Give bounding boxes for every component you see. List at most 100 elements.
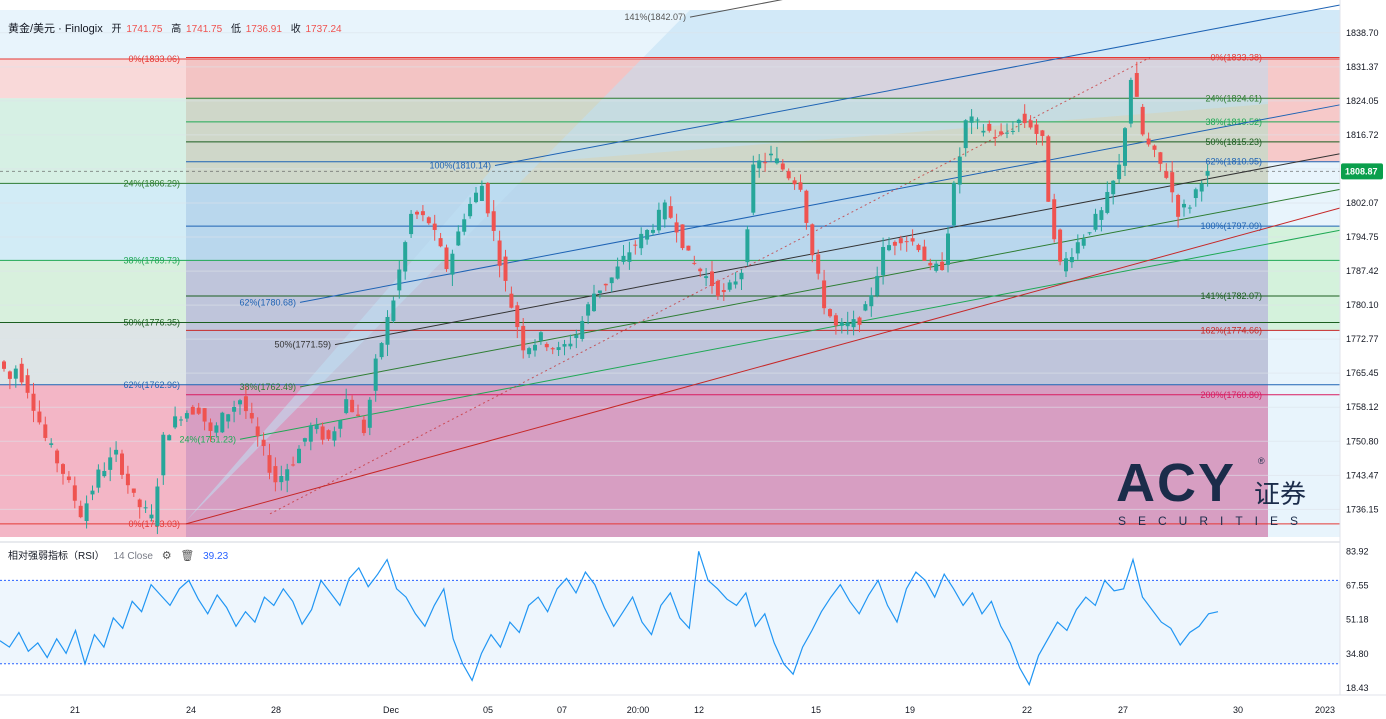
candle-body [863, 304, 868, 311]
candle-body [586, 304, 591, 316]
fib-zone-38 [0, 183, 186, 261]
candle-body [285, 469, 290, 481]
candle-body [320, 426, 325, 440]
fib-zone-62 [0, 322, 186, 385]
candle-body [497, 240, 502, 266]
candle-body [55, 450, 60, 464]
candle-body [957, 156, 962, 185]
fib-label: 50%(1815.23) [1205, 137, 1262, 147]
candle-body [763, 162, 768, 164]
candle-body [580, 320, 585, 339]
candle-body [456, 231, 461, 246]
candle-body [297, 448, 301, 464]
candle-body [839, 322, 844, 326]
candle-body [96, 469, 101, 488]
candle-body [739, 272, 744, 280]
channel-line[interactable] [494, 4, 1341, 166]
candle-body [674, 222, 679, 233]
fib-label: 200%(1760.80) [1200, 390, 1262, 400]
candle-body [179, 419, 183, 421]
candle-body [692, 262, 697, 264]
time-axis-tick: 24 [186, 705, 196, 715]
symbol-name[interactable]: 黄金/美元 · Finlogix [8, 23, 103, 35]
trash-icon[interactable]: 🗑 [180, 550, 195, 562]
candle-body [1199, 183, 1204, 192]
channel-layer[interactable]: 141%(1842.07) 100%(1810.14) 62%(1780.68) 50… [179, 0, 1341, 525]
rsi-line [0, 551, 1219, 687]
candle-body [344, 399, 349, 414]
channel-lower-line[interactable] [185, 207, 1341, 525]
candle-body [373, 358, 378, 391]
fib-label: 38%(1819.52) [1205, 117, 1262, 127]
candle-body [7, 371, 12, 379]
candle-body [1075, 242, 1080, 254]
candle-body [562, 344, 567, 347]
fan-label: 141%(1842.07) [624, 12, 686, 22]
fib-label: 50%(1776.35) [123, 318, 180, 328]
price-axis-tick: 1802.07 [1346, 198, 1379, 208]
candle-body [13, 368, 18, 379]
candle-body [1064, 258, 1068, 272]
price-axis-tick: 1758.12 [1346, 402, 1379, 412]
candle-body [255, 426, 260, 437]
candle-body [361, 419, 366, 434]
rsi-indicator-name[interactable]: 相对强弱指标（RSI） [8, 551, 105, 562]
rsi-legend: 相对强弱指标（RSI） 14 Close ⚙ 🗑 39.23 [8, 547, 228, 562]
candle-body [173, 416, 178, 428]
candle-body [1016, 119, 1021, 124]
candle-body [922, 246, 927, 261]
candle-body [1099, 210, 1104, 220]
time-axis-tick: 30 [1233, 705, 1243, 715]
channel-line[interactable] [299, 188, 1341, 388]
candle-body [1182, 203, 1186, 208]
candle-body [822, 280, 827, 309]
fib-label: 0%(1733.03) [128, 519, 180, 529]
time-axis-tick: 27 [1118, 705, 1128, 715]
rsi-panel [0, 541, 1386, 695]
candle-body [544, 343, 549, 348]
candle-body [651, 229, 655, 233]
gear-icon[interactable]: ⚙ [161, 550, 172, 562]
candle-body [356, 414, 360, 416]
candle-body [1046, 136, 1051, 202]
channel-line[interactable] [239, 229, 1341, 440]
time-axis-tick: 2023 [1315, 705, 1335, 715]
candle-body [533, 344, 537, 351]
candle-body [798, 182, 803, 190]
channel-line[interactable] [299, 104, 1341, 303]
candle-body [332, 431, 337, 441]
candlestick-series [2, 61, 1210, 535]
candle-body [757, 160, 762, 169]
candle-body [120, 453, 124, 475]
candle-body [267, 455, 272, 473]
candle-body [963, 120, 968, 149]
logo-acy-text: ACY [1116, 453, 1237, 513]
candle-body [308, 425, 313, 442]
candle-body [792, 180, 797, 185]
candle-body [568, 343, 573, 347]
candle-body [704, 276, 709, 279]
candle-body [1052, 199, 1057, 240]
candle-body [851, 319, 856, 328]
candle-body [1034, 124, 1039, 134]
candle-body [479, 185, 484, 202]
candle-body [1193, 189, 1198, 199]
candle-body [993, 137, 998, 139]
candle-body [680, 224, 685, 249]
candle-body [875, 275, 880, 296]
candle-body [710, 271, 714, 286]
candle-body [1176, 195, 1181, 217]
fan-label: 100%(1810.14) [429, 160, 491, 170]
candle-body [686, 245, 691, 251]
high-value: 1741.75 [186, 24, 223, 35]
candle-body [149, 514, 154, 519]
time-axis-tick: 21 [70, 705, 80, 715]
candle-body [633, 244, 638, 246]
candle-body [1111, 180, 1116, 195]
fibonacci-layer[interactable]: 0%(1833.06) 24%(1806.29) 38%(1789.73) 50%(1… [0, 52, 1340, 529]
candle-body [226, 414, 231, 422]
candle-body [220, 412, 225, 433]
candle-body [509, 293, 514, 308]
